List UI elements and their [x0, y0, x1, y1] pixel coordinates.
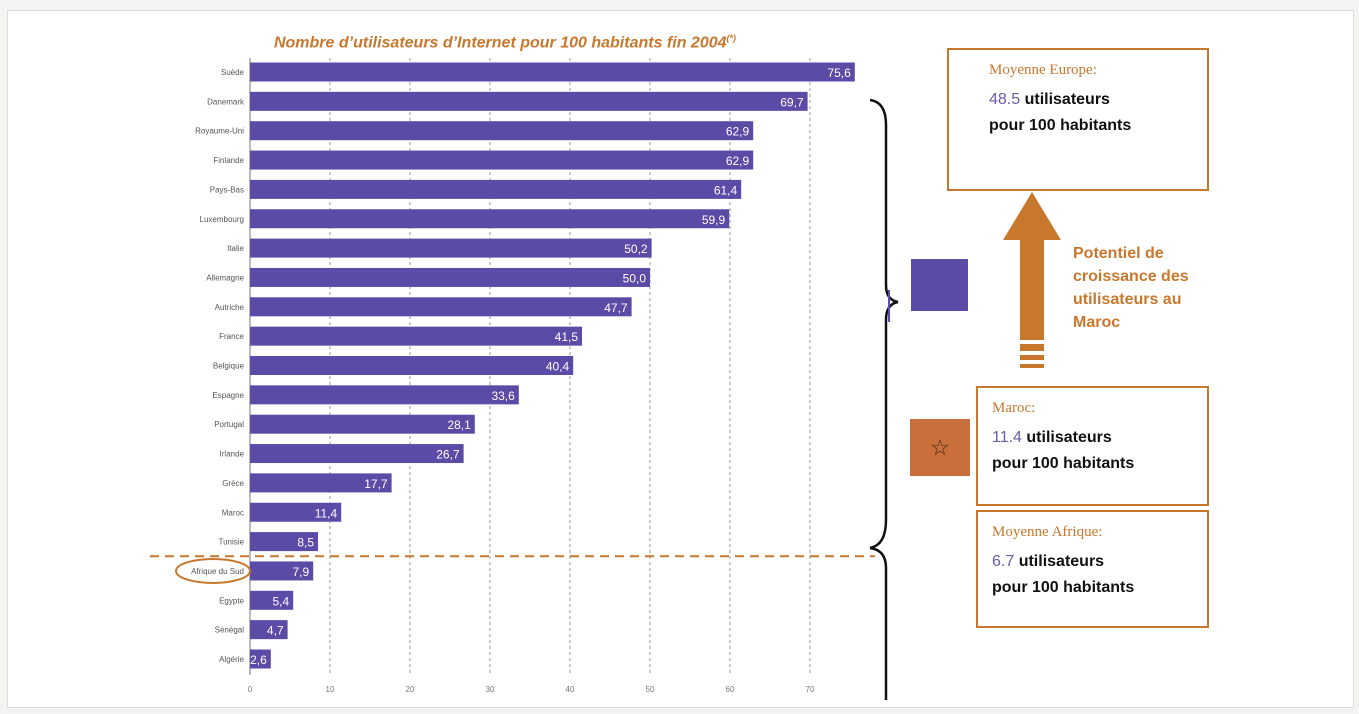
category-label: Danemark — [207, 97, 245, 106]
afrique-average-line2: pour 100 habitants — [992, 579, 1135, 596]
bar — [250, 297, 632, 317]
bar — [250, 356, 574, 375]
maroc-line2: pour 100 habitants — [992, 455, 1135, 472]
x-tick-label: 50 — [646, 685, 655, 694]
data-label: 40,4 — [546, 360, 570, 374]
afrique-average-box: Moyenne Afrique: 6.7 utilisateurs pour 1… — [976, 510, 1209, 628]
category-label: Tunisie — [219, 538, 245, 547]
europe-average-box: Moyenne Europe: 48.5 utilisateurs pour 1… — [947, 48, 1209, 191]
europe-average-unit: utilisateurs — [1024, 91, 1110, 108]
brace-afrique — [869, 546, 888, 700]
data-label: 5,4 — [273, 594, 290, 608]
category-label: Belgique — [213, 362, 245, 371]
category-label: Italie — [227, 244, 244, 253]
arrow-dash — [1020, 364, 1044, 368]
category-label: France — [219, 332, 244, 341]
data-label: 41,5 — [555, 330, 579, 344]
bar — [250, 502, 342, 522]
data-label: 75,6 — [827, 66, 851, 80]
category-label: Afrique du Sud — [191, 567, 244, 576]
bar — [250, 620, 288, 640]
afrique-average-unit: utilisateurs — [1018, 553, 1105, 570]
x-tick-label: 0 — [248, 685, 253, 694]
bar — [250, 561, 314, 581]
eu-flag-icon — [911, 259, 968, 311]
growth-arrow-icon — [1003, 192, 1061, 340]
bar — [250, 62, 855, 82]
chart-title: Nombre d’utilisateurs d’Internet pour 10… — [273, 33, 737, 52]
data-label: 33,6 — [491, 389, 515, 403]
x-tick-label: 60 — [726, 685, 735, 694]
data-label: 59,9 — [702, 213, 726, 227]
bar — [250, 179, 742, 199]
data-label: 50,2 — [624, 242, 648, 256]
data-label: 61,4 — [714, 183, 738, 197]
category-label: Luxembourg — [200, 215, 244, 224]
category-label: Maroc — [222, 508, 244, 517]
category-label: Sénégal — [215, 626, 245, 635]
data-label: 2,6 — [250, 653, 267, 667]
europe-average-label: Moyenne Europe: — [989, 62, 1097, 78]
maroc-label: Maroc: — [992, 400, 1036, 416]
bar — [250, 532, 318, 552]
x-tick-label: 10 — [326, 685, 335, 694]
afrique-average-label: Moyenne Afrique: — [992, 524, 1103, 540]
category-label: Suède — [221, 68, 245, 77]
x-tick-label: 30 — [486, 685, 495, 694]
data-label: 69,7 — [780, 95, 804, 109]
category-label: Pays-Bas — [210, 185, 244, 194]
bar — [250, 649, 271, 669]
x-tick-label: 20 — [406, 685, 415, 694]
data-label: 62,9 — [726, 125, 750, 139]
category-label: Portugal — [214, 420, 244, 429]
europe-average-value: 48.5 — [989, 91, 1021, 108]
bar — [250, 590, 294, 610]
bar — [250, 414, 475, 434]
maroc-flag-icon: ☆ — [910, 419, 970, 476]
bar — [250, 326, 582, 346]
category-label: Espagne — [212, 391, 244, 400]
growth-potential-text: Potentiel de croissance des utilisateurs… — [1073, 245, 1189, 331]
bar — [250, 444, 464, 464]
bar — [250, 209, 730, 229]
maroc-box: Maroc: 11.4 utilisateurs pour 100 habita… — [976, 386, 1209, 506]
data-label: 4,7 — [267, 624, 284, 638]
highlight-ellipse — [175, 557, 251, 584]
afrique-average-value: 6.7 — [992, 553, 1015, 570]
bar — [250, 473, 392, 493]
data-label: 17,7 — [364, 477, 388, 491]
bar — [250, 150, 754, 170]
bar — [250, 267, 650, 287]
category-label: Egypte — [219, 596, 244, 605]
category-label: Allemagne — [206, 273, 244, 282]
brace-europe — [869, 98, 899, 550]
data-label: 7,9 — [293, 565, 310, 579]
x-tick-label: 40 — [566, 685, 575, 694]
category-label: Finlande — [213, 156, 244, 165]
maroc-value: 11.4 — [992, 429, 1022, 446]
bar — [250, 385, 519, 405]
category-label: Autriche — [215, 303, 245, 312]
x-tick-label: 70 — [806, 685, 815, 694]
star-icon: ☆ — [930, 434, 950, 460]
bar — [250, 238, 652, 258]
maroc-unit: utilisateurs — [1026, 429, 1112, 446]
arrow-dash — [1020, 355, 1044, 360]
category-label: Royaume-Uni — [195, 127, 244, 136]
arrow-dash — [1020, 344, 1044, 351]
category-label: Irlande — [220, 450, 245, 459]
bar — [250, 91, 808, 111]
data-label: 26,7 — [436, 448, 460, 462]
data-label: 50,0 — [623, 271, 647, 285]
data-label: 47,7 — [604, 301, 628, 315]
category-label: Algérie — [219, 655, 244, 664]
data-label: 11,4 — [315, 506, 338, 520]
category-label: Grèce — [222, 479, 244, 488]
data-label: 28,1 — [447, 418, 471, 432]
data-label: 8,5 — [297, 536, 314, 550]
data-label: 62,9 — [726, 154, 750, 168]
europe-average-line2: pour 100 habitants — [989, 117, 1132, 134]
bar — [250, 121, 754, 141]
